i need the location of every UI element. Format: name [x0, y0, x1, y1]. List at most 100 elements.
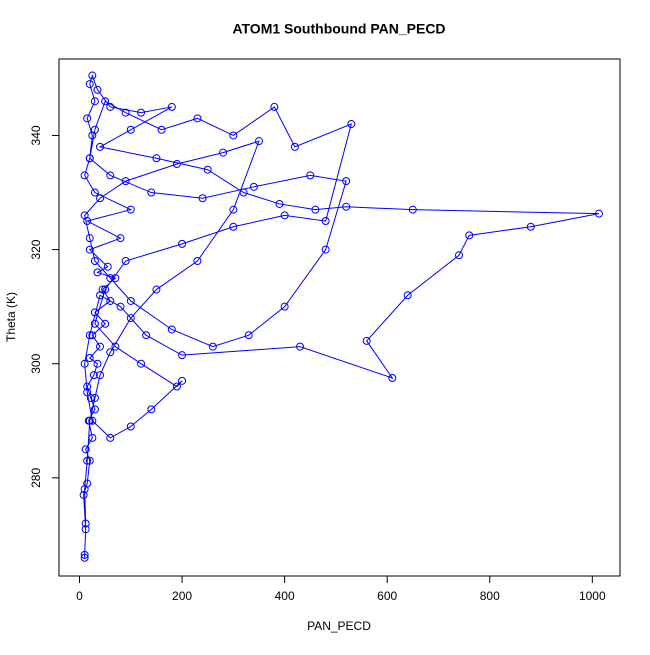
y-tick-label: 340: [29, 125, 43, 145]
data-point: [172, 159, 181, 168]
data-point: [96, 342, 105, 351]
data-point: [193, 257, 202, 266]
data-point: [90, 308, 99, 317]
data-point: [388, 373, 397, 382]
data-point: [408, 205, 417, 214]
data-point: [249, 182, 258, 191]
data-point: [239, 188, 248, 197]
data-point: [157, 125, 166, 134]
data-point: [83, 388, 92, 397]
data-point: [101, 319, 110, 328]
data-point: [347, 120, 356, 129]
data-point: [81, 445, 90, 454]
data-point: [167, 102, 176, 111]
data-point: [83, 382, 92, 391]
data-point: [403, 291, 412, 300]
x-tick-label: 600: [377, 589, 397, 603]
data-point: [85, 354, 94, 363]
y-tick-label: 320: [29, 239, 43, 259]
data-point: [126, 125, 135, 134]
data-point: [219, 148, 228, 157]
data-point: [90, 405, 99, 414]
data-point: [106, 348, 115, 357]
data-point: [79, 490, 88, 499]
data-point: [454, 251, 463, 260]
data-point: [85, 456, 94, 465]
data-point: [152, 285, 161, 294]
data-point: [126, 205, 135, 214]
data-point: [208, 342, 217, 351]
data-point: [85, 80, 94, 89]
data-point: [290, 142, 299, 151]
data-point: [178, 351, 187, 360]
data-point: [96, 371, 105, 380]
data-point: [90, 393, 99, 402]
data-point: [103, 262, 112, 271]
data-point: [342, 177, 351, 186]
data-line: [83, 73, 600, 558]
data-point: [178, 376, 187, 385]
data-point: [85, 154, 94, 163]
data-point: [172, 382, 181, 391]
data-point: [147, 188, 156, 197]
data-point: [80, 485, 89, 494]
data-point: [106, 433, 115, 442]
y-tick-label: 300: [29, 353, 43, 373]
data-point: [88, 416, 97, 425]
data-point: [90, 188, 99, 197]
data-point: [229, 205, 238, 214]
data-point: [126, 314, 135, 323]
data-point: [88, 331, 97, 340]
data-point: [275, 199, 284, 208]
data-point: [167, 325, 176, 334]
data-point: [106, 274, 115, 283]
data-point: [229, 222, 238, 231]
y-tick-label: 280: [29, 468, 43, 488]
data-point: [90, 97, 99, 106]
data-point: [296, 342, 305, 351]
data-point: [106, 102, 115, 111]
data-point: [126, 422, 135, 431]
data-point: [116, 234, 125, 243]
data-point: [280, 302, 289, 311]
data-point: [85, 245, 94, 254]
data-point: [121, 108, 130, 117]
data-point: [83, 114, 92, 123]
data-point: [80, 553, 89, 562]
data-point: [96, 194, 105, 203]
data-point: [86, 393, 95, 402]
data-point: [93, 268, 102, 277]
data-point: [270, 102, 279, 111]
x-tick-label: 400: [275, 589, 295, 603]
chart-title: ATOM1 Southbound PAN_PECD: [232, 21, 445, 37]
data-point: [81, 525, 90, 534]
data-point: [111, 342, 120, 351]
data-point: [193, 114, 202, 123]
data-point: [526, 222, 535, 231]
data-point: [93, 359, 102, 368]
data-point: [198, 194, 207, 203]
data-point: [89, 371, 98, 380]
data-point: [88, 433, 97, 442]
data-point: [321, 217, 330, 226]
data-point: [121, 177, 130, 186]
data-point: [137, 359, 146, 368]
data-point: [147, 405, 156, 414]
data-point: [81, 519, 90, 528]
data-point: [306, 171, 315, 180]
data-point: [80, 171, 89, 180]
data-point: [126, 296, 135, 305]
data-point: [83, 456, 92, 465]
data-point: [203, 165, 212, 174]
data-point: [121, 257, 130, 266]
data-point: [101, 285, 110, 294]
x-tick-label: 1000: [579, 589, 606, 603]
data-point: [90, 257, 99, 266]
data-point: [342, 202, 351, 211]
data-point: [80, 211, 89, 220]
data-point: [93, 85, 102, 94]
data-point: [321, 245, 330, 254]
data-point: [244, 331, 253, 340]
